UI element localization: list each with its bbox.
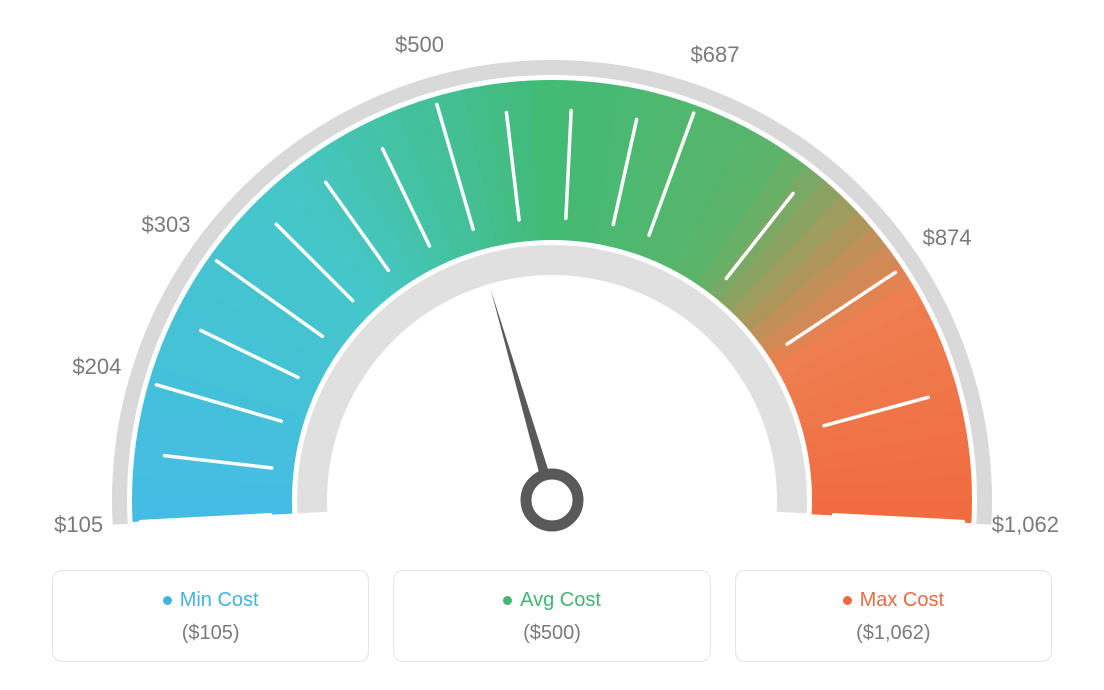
gauge-svg [0,0,1104,560]
legend-value-min: ($105) [63,622,358,645]
gauge-tick-label: $303 [142,212,191,238]
gauge-tick-label: $105 [54,512,103,538]
gauge-tick-label: $687 [691,42,740,68]
dot-icon [843,596,852,605]
legend-card-min: Min Cost ($105) [52,570,369,662]
dot-icon [503,596,512,605]
legend-row: Min Cost ($105) Avg Cost ($500) Max Cost… [0,570,1104,662]
legend-card-avg: Avg Cost ($500) [393,570,710,662]
legend-title-min: Min Cost [163,589,259,612]
gauge-tick-label: $874 [923,225,972,251]
legend-card-max: Max Cost ($1,062) [735,570,1052,662]
gauge-tick-label: $1,062 [992,512,1059,538]
legend-title-avg: Avg Cost [503,589,601,612]
legend-value-avg: ($500) [404,622,699,645]
legend-title-text: Avg Cost [520,589,601,612]
gauge-tick-label: $204 [72,354,121,380]
gauge-tick-label: $500 [395,32,444,58]
legend-title-text: Max Cost [860,589,944,612]
dot-icon [163,596,172,605]
gauge-chart: $105 $204 $303 $500 $687 $874 $1,062 [0,0,1104,560]
legend-title-max: Max Cost [843,589,944,612]
legend-title-text: Min Cost [180,589,259,612]
legend-value-max: ($1,062) [746,622,1041,645]
